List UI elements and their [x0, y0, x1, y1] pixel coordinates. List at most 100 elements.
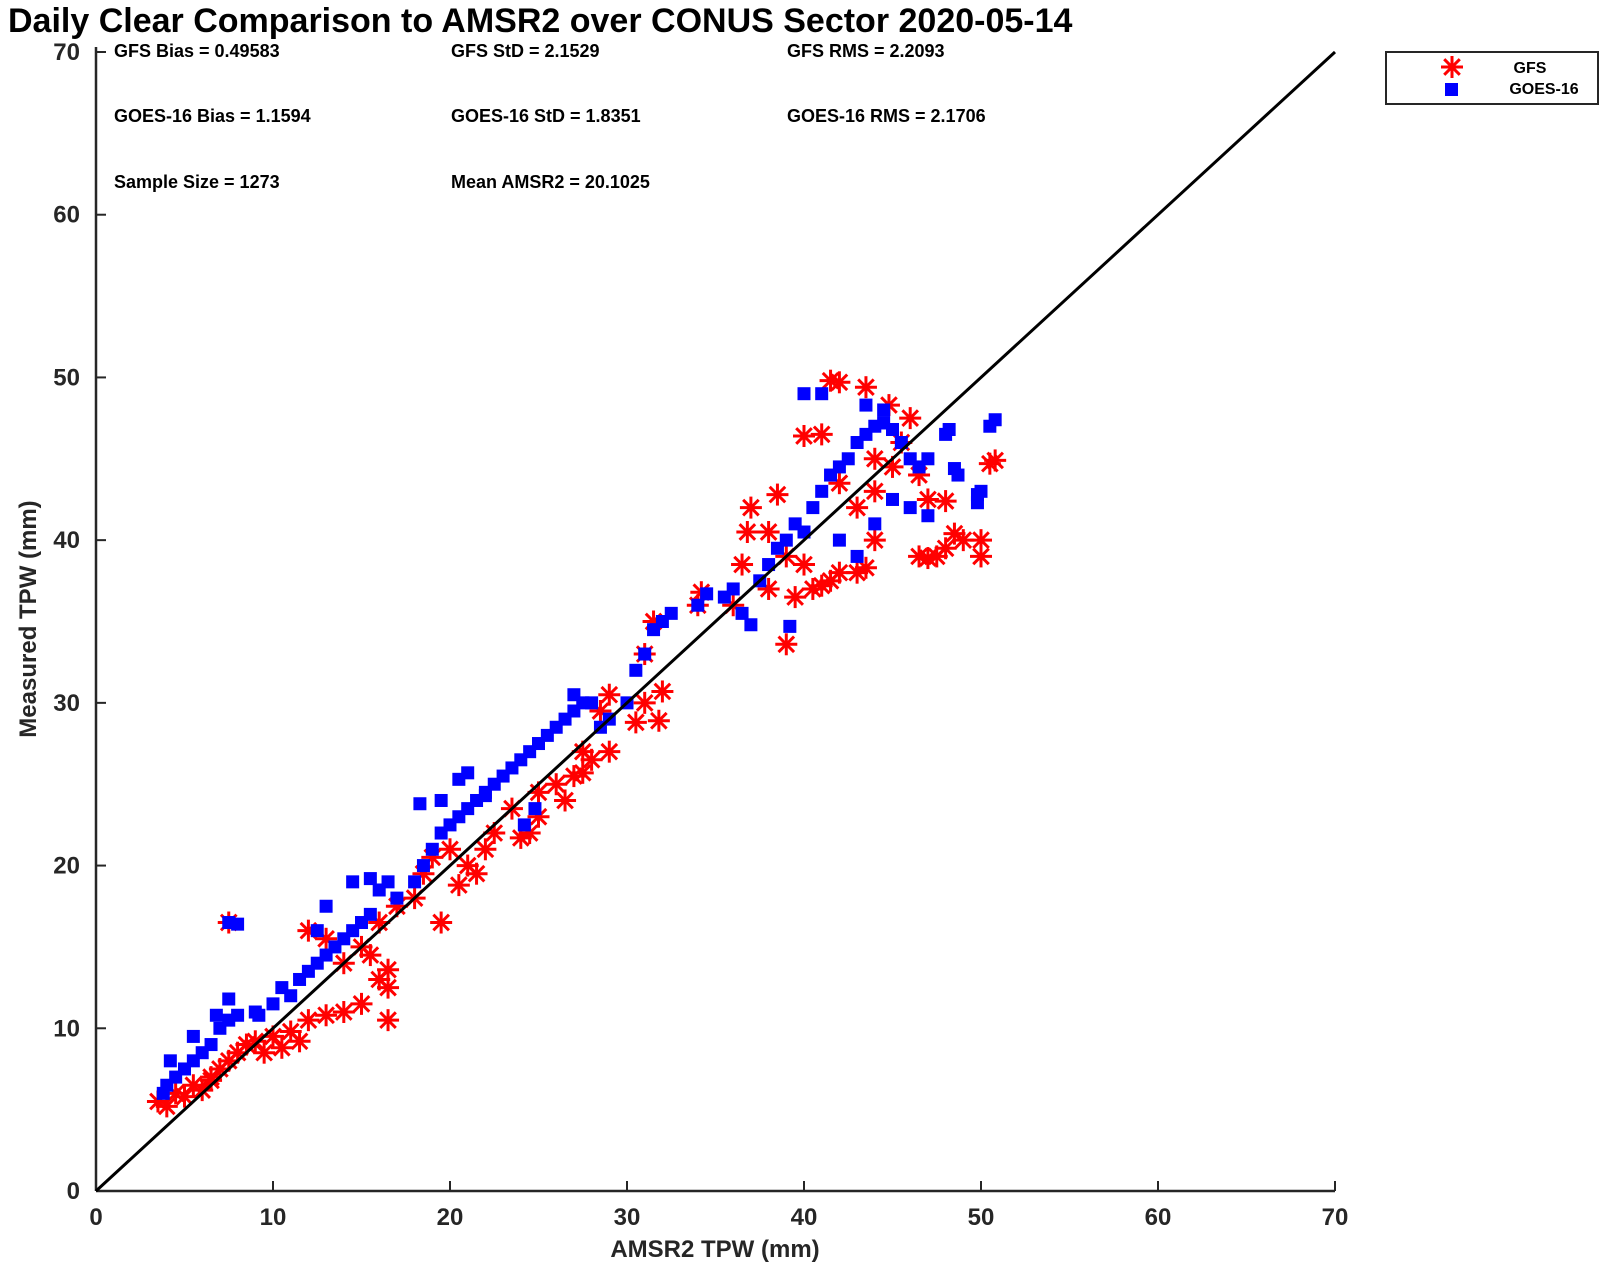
x-tick-label: 40: [791, 1204, 818, 1231]
stat-goes-rms: GOES-16 RMS = 2.1706: [787, 106, 986, 126]
goes16-point: [806, 501, 820, 515]
stat-gfs-std: GFS StD = 2.1529: [451, 41, 600, 61]
goes16-point: [886, 422, 899, 436]
chart-title: Daily Clear Comparison to AMSR2 over CON…: [8, 2, 1073, 40]
goes16-point: [363, 907, 377, 921]
gfs-point: [368, 968, 391, 991]
gfs-point: [554, 789, 577, 812]
gfs-point: [598, 740, 621, 763]
goes16-point: [815, 387, 829, 401]
goes16-point: [186, 1029, 200, 1043]
gfs-point: [288, 1030, 311, 1053]
gfs-point: [297, 1009, 320, 1032]
goes16-point: [413, 797, 427, 811]
goes16-point: [638, 647, 652, 661]
gfs-point: [934, 537, 957, 560]
gfs-point: [736, 521, 759, 544]
gfs-point: [793, 553, 815, 576]
gfs-point: [474, 838, 497, 861]
goes16-point: [735, 606, 749, 620]
gfs-point: [270, 1036, 293, 1059]
goes16-point: [425, 842, 439, 856]
x-tick-label: 20: [437, 1204, 464, 1231]
goes16-point: [284, 989, 298, 1003]
gfs-point: [651, 680, 674, 703]
goes16-point: [517, 818, 531, 832]
goes16-point: [310, 924, 324, 938]
gfs-point: [757, 521, 780, 544]
goes16-point: [434, 793, 448, 807]
goes16-point: [664, 606, 678, 620]
goes16-point: [832, 533, 846, 547]
gfs-point: [447, 874, 470, 897]
gfs-point: [332, 1001, 355, 1024]
goes16-point: [528, 802, 542, 816]
gfs-point: [253, 1041, 276, 1064]
gfs-point: [784, 586, 807, 609]
gfs-point: [863, 447, 886, 470]
stat-gfs-rms: GFS RMS = 2.2093: [787, 41, 945, 61]
x-axis-label: AMSR2 TPW (mm): [610, 1236, 819, 1263]
goes16-point: [779, 533, 793, 547]
goes16-point: [629, 663, 643, 677]
goes16-point: [408, 875, 422, 889]
goes16-point: [974, 484, 988, 498]
legend-gfs-asterisk: [1441, 56, 1463, 78]
gfs-point: [647, 709, 670, 732]
gfs-point: [916, 488, 939, 511]
goes16-point: [209, 1008, 223, 1022]
goes16-point: [970, 496, 984, 510]
goes16-point: [163, 1054, 177, 1068]
goes16-point: [478, 789, 492, 803]
y-axis-label: Measured TPW (mm): [15, 500, 42, 737]
gfs-point: [200, 1069, 223, 1092]
gfs-point: [810, 423, 833, 446]
stat-goes-bias: GOES-16 Bias = 1.1594: [114, 106, 311, 126]
axis-ticks: 0 10 20 30 40 50 60 70 0 10 20 30 40 50 60 70: [53, 39, 1348, 1231]
x-tick-label: 50: [968, 1204, 995, 1231]
goes16-point: [231, 1008, 245, 1022]
goes16-point: [877, 403, 891, 417]
gfs-point: [854, 376, 877, 399]
y-tick-label: 40: [53, 527, 80, 554]
gfs-point: [908, 545, 931, 568]
x-tick-label: 60: [1145, 1204, 1172, 1231]
legend-goes-marker-icon: [1445, 83, 1458, 96]
goes16-point: [903, 501, 917, 515]
goes16-point: [921, 509, 935, 523]
gfs-point: [899, 407, 922, 430]
goes16-point: [859, 398, 873, 412]
goes16-point: [841, 452, 855, 466]
goes16-point: [700, 587, 714, 601]
goes16-point: [951, 468, 965, 482]
legend-goes-label: GOES-16: [1509, 81, 1578, 98]
stat-goes-std: GOES-16 StD = 1.8351: [451, 106, 641, 126]
stat-mean-amsr2: Mean AMSR2 = 20.1025: [451, 172, 650, 192]
goes16-point: [567, 688, 581, 702]
x-tick-label: 70: [1322, 1204, 1349, 1231]
gfs-point: [545, 773, 568, 796]
gfs-point: [739, 496, 762, 519]
goes16-point: [744, 618, 758, 632]
gfs-point: [580, 748, 603, 771]
goes16-point: [868, 517, 882, 531]
x-tick-label: 0: [89, 1204, 102, 1231]
gfs-point: [191, 1079, 214, 1102]
goes16-point: [416, 859, 430, 873]
goes16-point: [691, 598, 705, 612]
y-tick-label: 10: [53, 1015, 80, 1042]
goes16-series: [156, 387, 1002, 1100]
gfs-point: [465, 862, 488, 885]
gfs-point: [863, 529, 886, 552]
gfs-point: [598, 683, 621, 706]
y-tick-label: 60: [53, 202, 80, 229]
gfs-point: [828, 561, 851, 584]
legend-gfs-label: GFS: [1514, 60, 1547, 77]
goes16-point: [346, 875, 360, 889]
stat-gfs-bias: GFS Bias = 0.49583: [114, 41, 280, 61]
gfs-point: [793, 425, 815, 448]
gfs-point: [315, 1004, 338, 1027]
gfs-point: [350, 992, 373, 1015]
legend: GFS GOES-16: [1385, 51, 1599, 105]
gfs-point: [633, 691, 656, 714]
